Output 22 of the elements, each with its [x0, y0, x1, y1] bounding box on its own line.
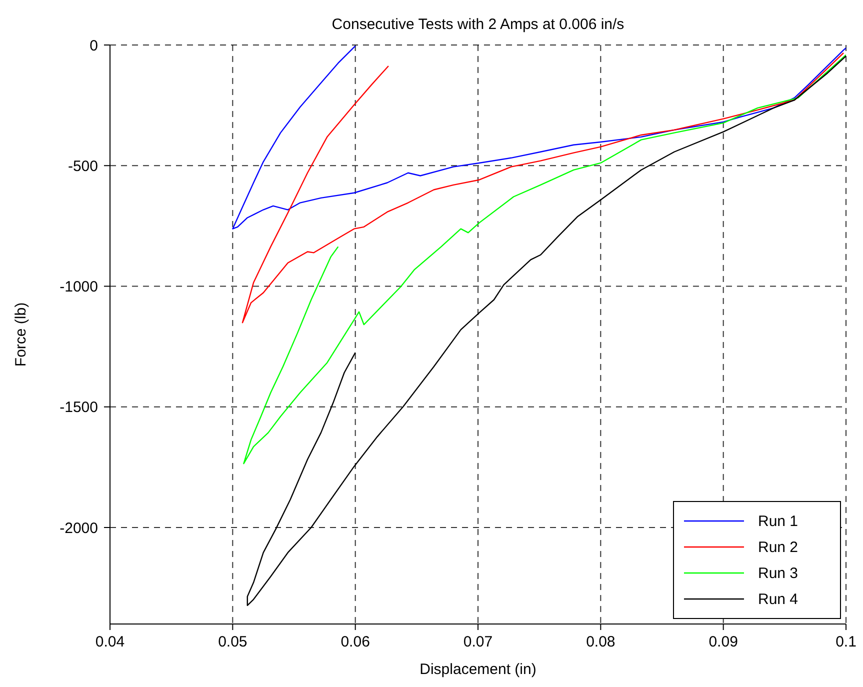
x-tick-label: 0.07 — [463, 634, 493, 651]
y-tick-label: -2000 — [60, 520, 98, 537]
y-axis-title: Force (lb) — [12, 302, 30, 367]
legend-label: Run 4 — [758, 590, 798, 608]
x-tick-label: 0.09 — [708, 634, 738, 651]
x-tick-label: 0.04 — [95, 634, 125, 651]
chart-title: Consecutive Tests with 2 Amps at 0.006 in/s — [330, 16, 626, 33]
x-tick-label: 0.05 — [218, 634, 248, 651]
legend-label: Run 3 — [758, 564, 798, 582]
y-tick-label: 0 — [90, 37, 98, 54]
line-series — [232, 45, 846, 230]
x-tick-label: 0.1 — [836, 634, 856, 651]
x-axis-title: Displacement (in) — [420, 661, 536, 678]
legend-label: Run 1 — [758, 512, 798, 530]
legend-label: Run 2 — [758, 538, 798, 556]
line-series — [243, 54, 846, 464]
x-tick-label: 0.08 — [586, 634, 616, 651]
y-tick-label: -1500 — [60, 399, 98, 416]
y-tick-label: -500 — [68, 158, 98, 175]
x-tick-label: 0.06 — [340, 634, 370, 651]
line-series — [242, 52, 844, 324]
y-tick-label: -1000 — [60, 278, 98, 296]
